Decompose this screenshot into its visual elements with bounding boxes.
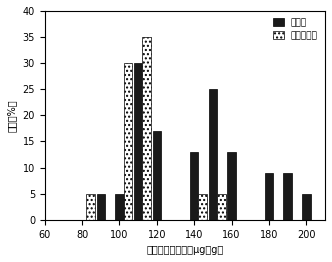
Bar [265,173,273,220]
Bar [97,194,105,220]
Bar [142,37,151,220]
Bar [199,194,207,220]
Bar [153,131,161,220]
Bar [124,63,132,220]
X-axis label: カルシウム含量（μg／g）: カルシウム含量（μg／g） [146,245,223,255]
Bar [86,194,95,220]
Bar [209,89,217,220]
Bar [115,194,124,220]
Bar [302,194,310,220]
Legend: 有色米, コシヒカリ: 有色米, コシヒカリ [270,15,320,43]
Bar [227,152,236,220]
Bar [190,152,199,220]
Bar [217,194,225,220]
Bar [284,173,292,220]
Y-axis label: 割合（%）: 割合（%） [7,99,17,132]
Bar [134,63,142,220]
